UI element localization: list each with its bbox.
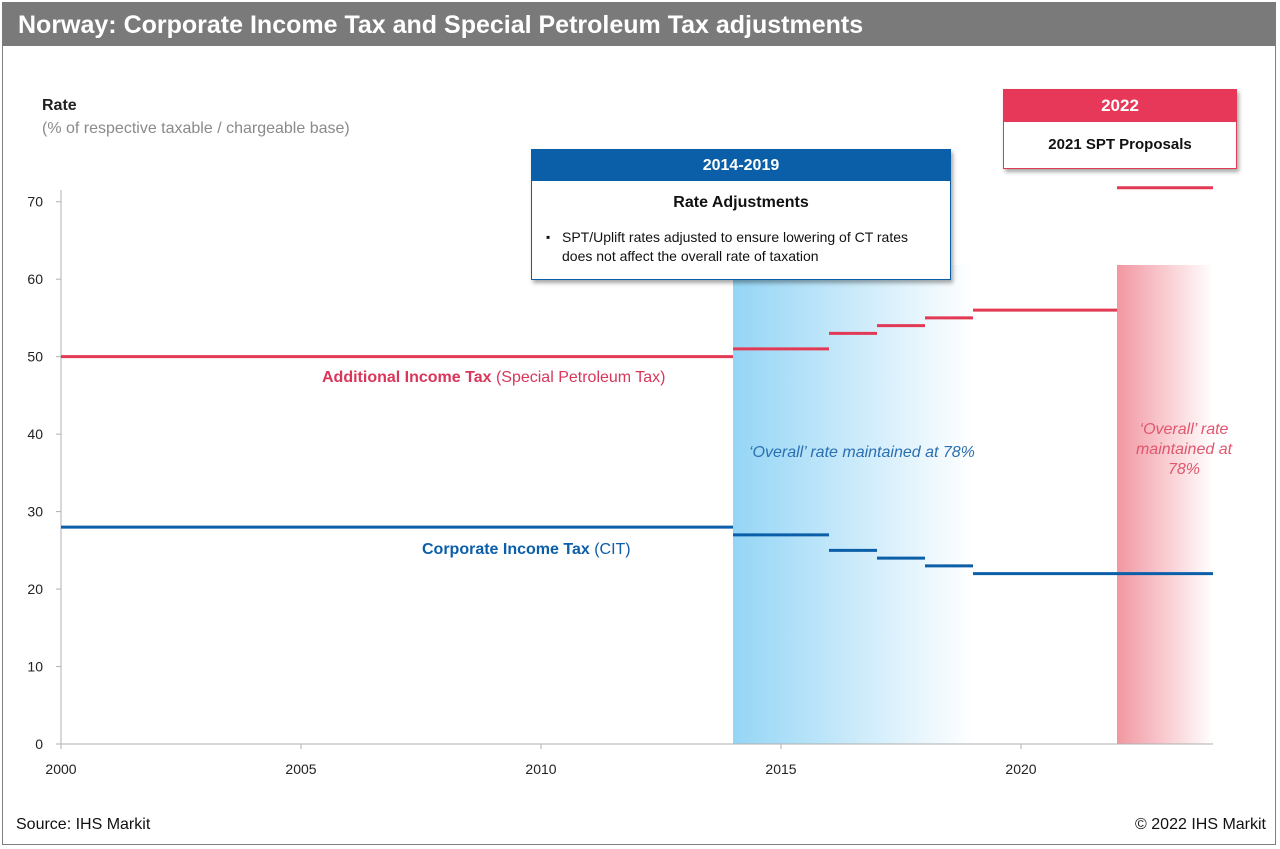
y-axis-subtitle: (% of respective taxable / chargeable ba… [42,120,350,137]
callout-2014-2019: 2014-2019 Rate Adjustments SPT/Uplift ra… [531,149,951,280]
ait-label-rest: (Special Petroleum Tax) [491,369,666,386]
y-tick-label: 10 [27,659,43,675]
callout-red-title: 2021 SPT Proposals [1048,136,1192,153]
cit-label-rest: (CIT) [589,541,631,558]
chart-title: Norway: Corporate Income Tax and Special… [18,11,864,39]
x-tick-label: 2010 [525,761,556,777]
shaded-region-2014-2019 [733,265,973,744]
ait-label-bold: Additional Income Tax [322,369,492,386]
y-tick-label: 50 [27,349,43,365]
x-tick-label: 2020 [1005,761,1036,777]
y-tick-label: 0 [35,736,43,752]
callout-blue-bullet: SPT/Uplift rates adjusted to ensure lowe… [546,228,932,266]
callout-blue-period: 2014-2019 [532,150,950,181]
y-tick-label: 30 [27,504,43,520]
y-tick-label: 20 [27,581,43,597]
x-tick-label: 2005 [285,761,316,777]
shaded-region-2022 [1117,265,1213,744]
overall-rate-note-red: ‘Overall’ rate maintained at 78% [1135,421,1233,478]
callout-red-period: 2022 [1004,90,1236,122]
x-tick-label: 2000 [45,761,76,777]
cit-label-bold: Corporate Income Tax [422,541,590,558]
y-axis-title: Rate [42,97,77,114]
y-tick-label: 60 [27,271,43,287]
callout-2022: 2022 2021 SPT Proposals [1003,89,1237,169]
copyright-note: © 2022 IHS Markit [1135,816,1266,833]
cit-series-label: Corporate Income Tax (CIT) [422,541,631,559]
title-bar: Norway: Corporate Income Tax and Special… [2,2,1276,46]
y-tick-label: 70 [27,194,43,210]
y-tick-label: 40 [27,426,43,442]
overall-rate-note-blue: ‘Overall’ rate maintained at 78% [749,444,975,461]
ait-series-label: Additional Income Tax (Special Petroleum… [322,369,666,387]
callout-blue-title: Rate Adjustments [673,194,809,211]
x-tick-label: 2015 [765,761,796,777]
source-note: Source: IHS Markit [16,816,151,833]
